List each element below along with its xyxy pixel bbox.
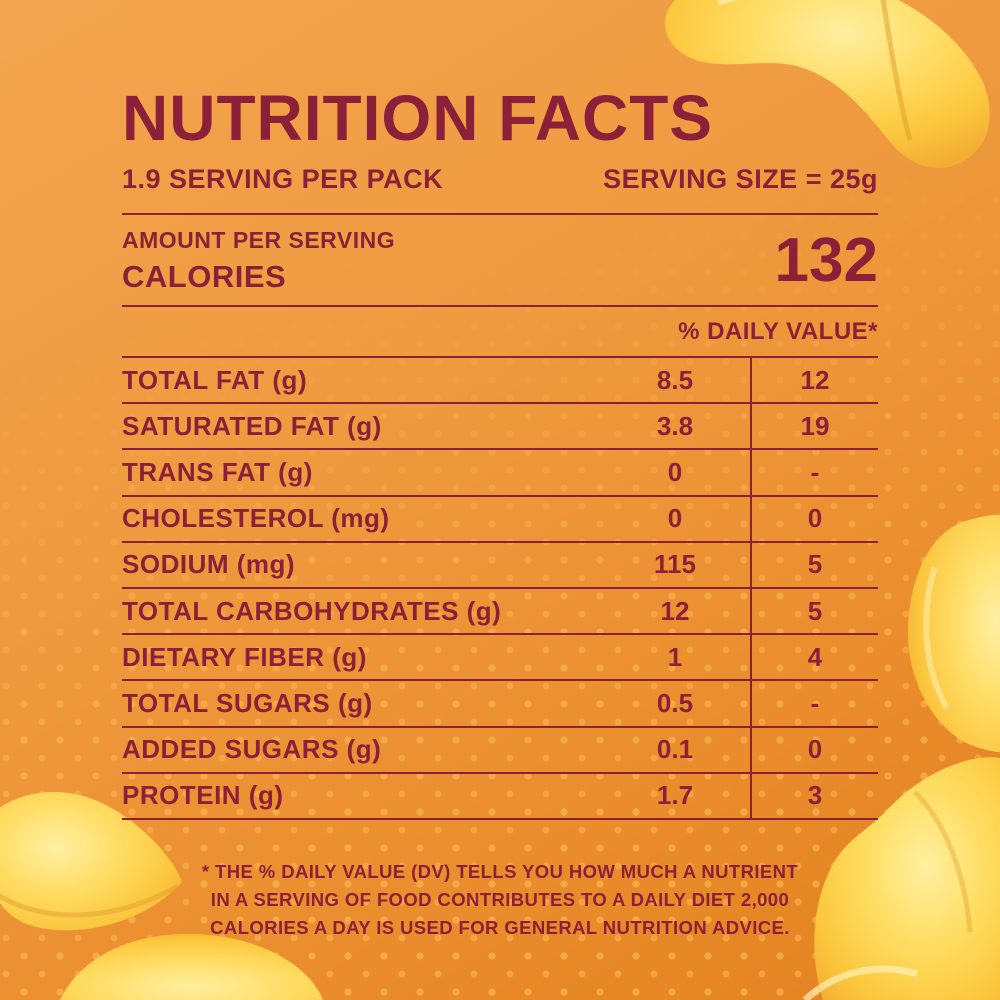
nutrient-label: PROTEIN (g) [122, 780, 284, 811]
nutrient-amount: 115 [654, 549, 696, 580]
daily-value-header: % DAILY VALUE* [678, 318, 878, 345]
nutrient-daily-value: 5 [750, 542, 878, 587]
table-row: PROTEIN (g) 1.7 3 [122, 773, 878, 820]
amount-per-serving-label: AMOUNT PER SERVING [122, 227, 396, 253]
nutrient-amount: 8.5 [656, 364, 694, 395]
table-row: SATURATED FAT (g) 3.8 19 [122, 404, 878, 451]
nutrient-daily-value: 0 [750, 727, 878, 772]
footnote-line: CALORIES A DAY IS USED FOR GENERAL NUTRI… [210, 916, 790, 938]
nutrient-daily-value: 19 [750, 404, 878, 449]
nutrition-table: TOTAL FAT (g) 8.5 12 SATURATED FAT (g) 3… [122, 356, 878, 820]
divider [122, 305, 878, 307]
nutrient-daily-value: - [750, 450, 878, 495]
nutrient-amount: 12 [660, 595, 690, 626]
nutrient-label: CHOLESTEROL (mg) [122, 503, 390, 534]
nutrient-daily-value: 0 [750, 496, 878, 541]
nutrient-label: SATURATED FAT (g) [122, 410, 382, 441]
table-row: TOTAL FAT (g) 8.5 12 [122, 358, 878, 405]
divider [122, 213, 878, 215]
nutrient-amount: 0 [667, 456, 683, 487]
nutrient-daily-value: 3 [750, 773, 878, 818]
table-row: DIETARY FIBER (g) 1 4 [122, 635, 878, 682]
table-row: TOTAL CARBOHYDRATES (g) 12 5 [122, 588, 878, 636]
potato-chip-right-icon [907, 514, 1000, 753]
nutrient-label: TOTAL CARBOHYDRATES (g) [122, 595, 502, 626]
page-title: NUTRITION FACTS [122, 82, 713, 154]
serving-info-row: 1.9 SERVING PER PACK SERVING SIZE = 25g [122, 164, 878, 195]
nutrient-amount: 1 [667, 641, 683, 672]
daily-value-footnote: * THE % DAILY VALUE (DV) TELLS YOU HOW M… [122, 858, 878, 942]
nutrient-amount: 0 [667, 503, 683, 534]
nutrient-label: TRANS FAT (g) [122, 456, 313, 487]
nutrient-amount: 1.7 [656, 780, 694, 811]
table-row: TOTAL SUGARS (g) 0.5 - [122, 681, 878, 728]
nutrient-label: TOTAL SUGARS (g) [122, 687, 373, 718]
nutrient-amount: 0.5 [656, 687, 694, 718]
nutrient-daily-value: 5 [750, 588, 878, 634]
nutrition-facts-panel: NUTRITION FACTS 1.9 SERVING PER PACK SER… [122, 0, 878, 942]
nutrient-daily-value: 12 [750, 358, 878, 403]
calories-value: 132 [774, 226, 878, 296]
calories-label: CALORIES [122, 259, 287, 294]
nutrient-label: ADDED SUGARS (g) [122, 734, 382, 765]
footnote-line: * THE % DAILY VALUE (DV) TELLS YOU HOW M… [201, 860, 799, 882]
footnote-line: IN A SERVING OF FOOD CONTRIBUTES TO A DA… [210, 888, 790, 910]
calories-labels: AMOUNT PER SERVING CALORIES [122, 227, 395, 295]
nutrient-daily-value: - [750, 681, 878, 726]
table-row: CHOLESTEROL (mg) 0 0 [122, 496, 878, 543]
serving-size: SERVING SIZE = 25g [603, 164, 878, 194]
nutrient-label: TOTAL FAT (g) [122, 364, 308, 395]
nutrient-label: SODIUM (mg) [122, 549, 296, 580]
table-row: TRANS FAT (g) 0 - [122, 450, 878, 497]
nutrient-amount: 0.1 [656, 734, 694, 765]
nutrient-amount: 3.8 [656, 410, 694, 441]
table-row: SODIUM (mg) 115 5 [122, 542, 878, 589]
table-row: ADDED SUGARS (g) 0.1 0 [122, 727, 878, 774]
nutrient-label: DIETARY FIBER (g) [122, 641, 367, 672]
servings-per-pack: 1.9 SERVING PER PACK [122, 164, 444, 194]
nutrient-daily-value: 4 [750, 635, 878, 680]
calories-section: AMOUNT PER SERVING CALORIES 132 [122, 215, 878, 305]
